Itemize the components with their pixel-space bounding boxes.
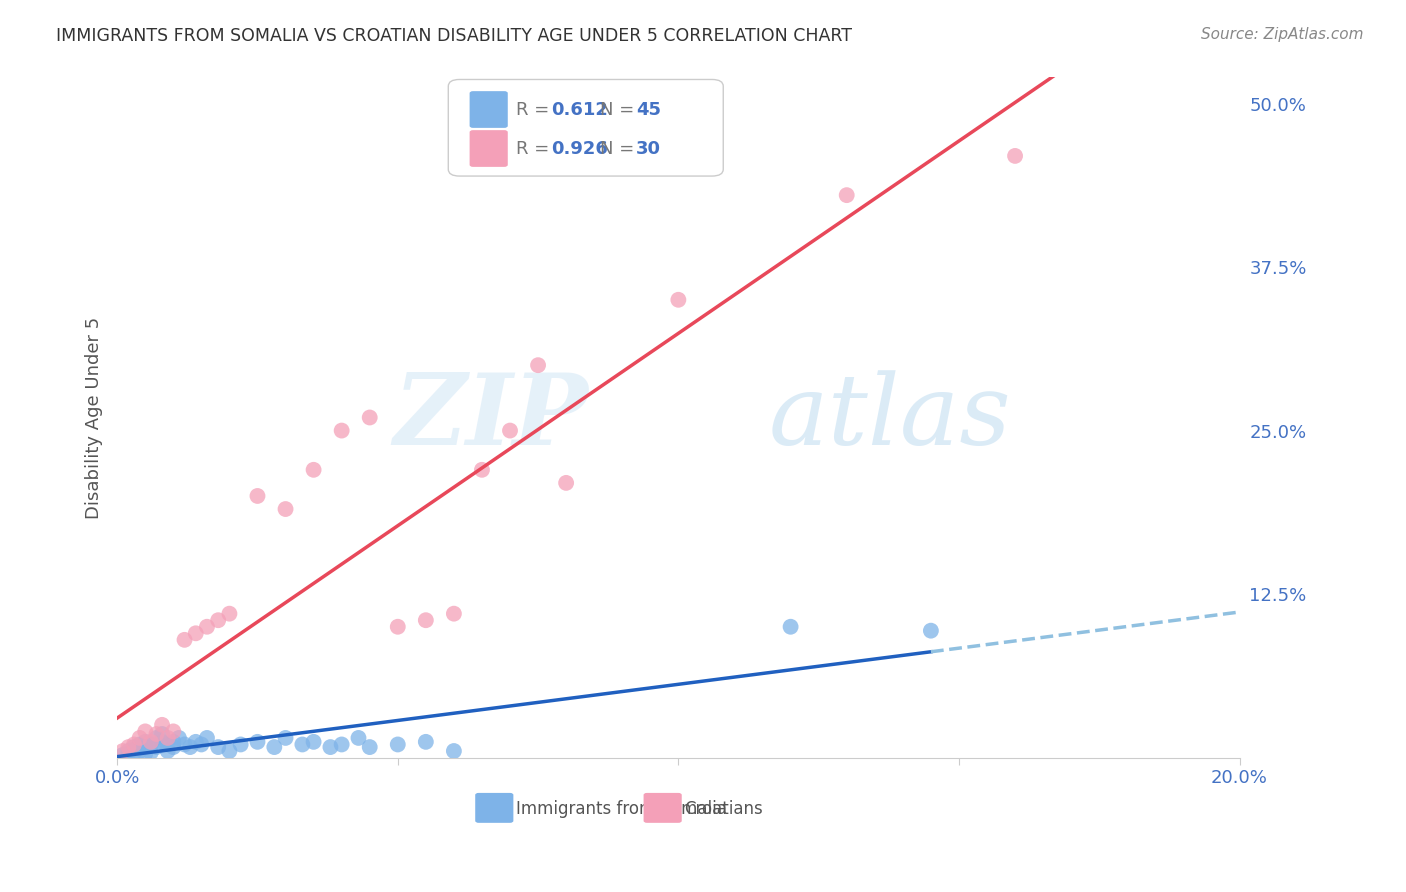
Point bbox=[302, 735, 325, 749]
Point bbox=[274, 731, 297, 745]
Point bbox=[156, 744, 179, 758]
Point bbox=[134, 724, 156, 739]
Point bbox=[128, 741, 150, 756]
FancyBboxPatch shape bbox=[644, 793, 682, 822]
Point bbox=[139, 735, 162, 749]
Point bbox=[415, 735, 437, 749]
Point bbox=[779, 620, 801, 634]
Point bbox=[330, 424, 353, 438]
FancyBboxPatch shape bbox=[470, 130, 508, 167]
Point bbox=[291, 738, 314, 752]
Point bbox=[128, 731, 150, 745]
Point bbox=[184, 626, 207, 640]
Point bbox=[246, 735, 269, 749]
Point bbox=[387, 620, 409, 634]
Point bbox=[162, 740, 184, 755]
Point bbox=[150, 718, 173, 732]
Point bbox=[145, 740, 167, 755]
FancyBboxPatch shape bbox=[470, 91, 508, 128]
Point bbox=[150, 735, 173, 749]
Point bbox=[443, 744, 465, 758]
Point bbox=[499, 424, 522, 438]
Text: Croatians: Croatians bbox=[683, 799, 762, 818]
Point bbox=[156, 731, 179, 745]
Point bbox=[920, 624, 942, 638]
Point bbox=[122, 740, 145, 755]
Point bbox=[173, 632, 195, 647]
Point bbox=[359, 740, 381, 755]
Point bbox=[330, 738, 353, 752]
Point bbox=[134, 747, 156, 761]
Text: ZIP: ZIP bbox=[394, 369, 589, 466]
Point bbox=[471, 463, 494, 477]
Point bbox=[139, 745, 162, 759]
Point bbox=[415, 613, 437, 627]
Text: 0.926: 0.926 bbox=[551, 139, 609, 158]
Point bbox=[207, 740, 229, 755]
Point bbox=[134, 735, 156, 749]
Point bbox=[527, 358, 550, 372]
Point bbox=[274, 502, 297, 516]
Point bbox=[117, 740, 139, 755]
Point bbox=[835, 188, 858, 202]
Text: atlas: atlas bbox=[768, 370, 1011, 465]
FancyBboxPatch shape bbox=[475, 793, 513, 822]
FancyBboxPatch shape bbox=[449, 79, 723, 176]
Text: R =: R = bbox=[516, 101, 554, 119]
Point bbox=[184, 735, 207, 749]
Point bbox=[218, 744, 240, 758]
Point bbox=[179, 740, 201, 755]
Point bbox=[150, 727, 173, 741]
Text: R =: R = bbox=[516, 139, 554, 158]
Point bbox=[122, 745, 145, 759]
Point bbox=[347, 731, 370, 745]
Point bbox=[162, 724, 184, 739]
Point bbox=[111, 747, 134, 762]
Point bbox=[443, 607, 465, 621]
Point bbox=[555, 475, 578, 490]
Point bbox=[229, 738, 252, 752]
Point bbox=[122, 742, 145, 756]
Point bbox=[122, 738, 145, 752]
Text: IMMIGRANTS FROM SOMALIA VS CROATIAN DISABILITY AGE UNDER 5 CORRELATION CHART: IMMIGRANTS FROM SOMALIA VS CROATIAN DISA… bbox=[56, 27, 852, 45]
Text: 45: 45 bbox=[636, 101, 661, 119]
Point bbox=[319, 740, 342, 755]
Point bbox=[1004, 149, 1026, 163]
Point bbox=[145, 727, 167, 741]
Point bbox=[128, 738, 150, 752]
Text: N =: N = bbox=[600, 139, 640, 158]
Point bbox=[162, 735, 184, 749]
Point bbox=[156, 738, 179, 752]
Point bbox=[139, 738, 162, 752]
Point bbox=[173, 738, 195, 752]
Point bbox=[302, 463, 325, 477]
Point bbox=[145, 731, 167, 745]
Point bbox=[117, 744, 139, 758]
Y-axis label: Disability Age Under 5: Disability Age Under 5 bbox=[86, 317, 103, 518]
Point bbox=[195, 731, 218, 745]
Point bbox=[111, 744, 134, 758]
Point bbox=[263, 740, 285, 755]
Point bbox=[190, 738, 212, 752]
Text: Source: ZipAtlas.com: Source: ZipAtlas.com bbox=[1201, 27, 1364, 42]
Point bbox=[246, 489, 269, 503]
Point bbox=[387, 738, 409, 752]
Point bbox=[359, 410, 381, 425]
Point bbox=[128, 744, 150, 758]
Text: Immigrants from Somalia: Immigrants from Somalia bbox=[516, 799, 727, 818]
Point bbox=[117, 747, 139, 761]
Point bbox=[666, 293, 689, 307]
Point bbox=[218, 607, 240, 621]
Text: 30: 30 bbox=[636, 139, 661, 158]
Point bbox=[167, 731, 190, 745]
Point bbox=[207, 613, 229, 627]
Text: N =: N = bbox=[600, 101, 640, 119]
Point bbox=[134, 740, 156, 755]
Point bbox=[195, 620, 218, 634]
Text: 0.612: 0.612 bbox=[551, 101, 609, 119]
